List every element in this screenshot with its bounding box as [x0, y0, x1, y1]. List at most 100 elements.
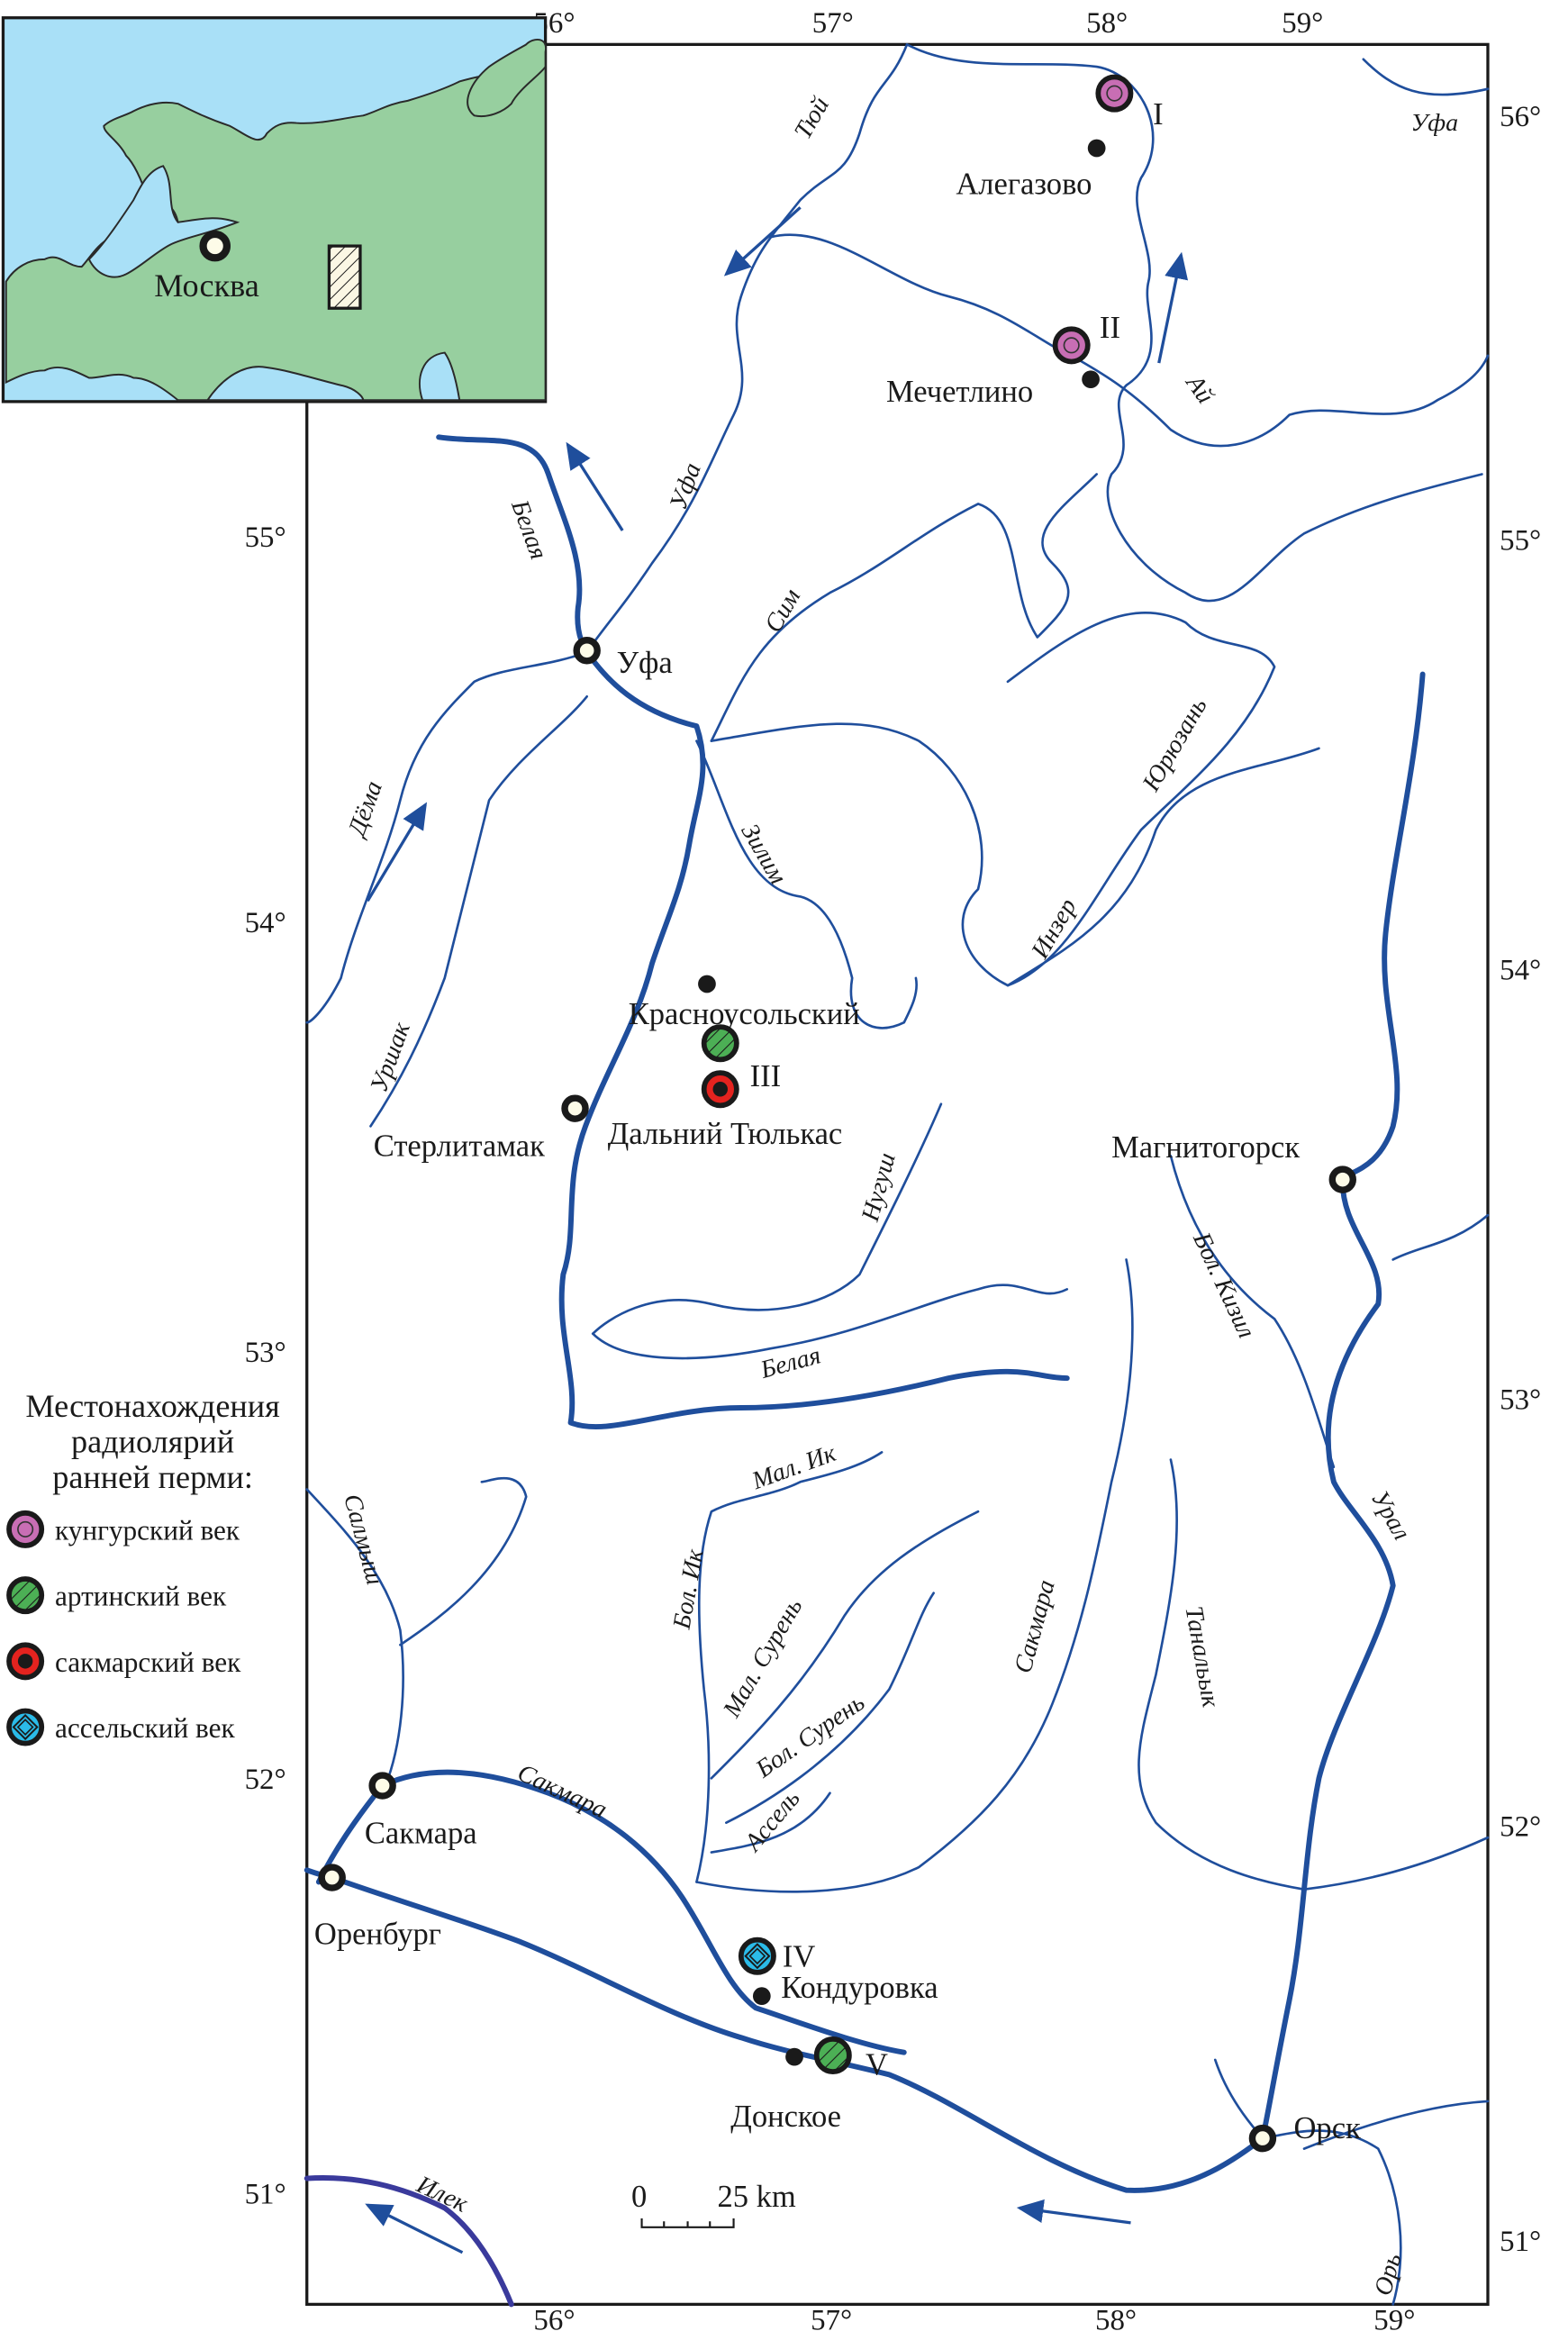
site-label-II: II [1100, 311, 1120, 345]
scale-bar: 0 25 km [631, 2180, 796, 2228]
river-dema [305, 650, 588, 1024]
village-dot-icon [785, 2047, 803, 2066]
village-dot-icon [1082, 370, 1100, 389]
river-inzer [1006, 747, 1320, 987]
river-tanalyk [1137, 1458, 1306, 1891]
legend-title: Местонахождения [25, 1388, 279, 1424]
river-assel [710, 1791, 831, 1854]
inset-baltic [87, 165, 240, 278]
city-label-orenburg: Оренбург [314, 1918, 441, 1952]
lon-label-bottom: 58° [1095, 2304, 1137, 2331]
river-label: Уфа [1410, 109, 1458, 137]
rivers [304, 43, 1490, 2308]
city-marker-icon [573, 637, 601, 665]
lat-label-right: 56° [1500, 101, 1541, 133]
legend-item-artin: артинский век [55, 1581, 227, 1612]
assel-site-marker-icon [738, 1936, 776, 1975]
sakmar-site-marker-icon [6, 1642, 45, 1681]
flow-arrow-icon [566, 441, 624, 531]
lon-label-top: 58° [1086, 7, 1128, 40]
legend: Местонахождения радиолярий ранней перми:… [6, 1388, 280, 1746]
lat-label-right: 52° [1500, 1810, 1541, 1843]
river-bol-kizil [1169, 1154, 1336, 1469]
legend-item-kungur: кунгурский век [55, 1514, 240, 1546]
river-sim [710, 473, 1098, 742]
lon-label-bottom: 56° [533, 2304, 575, 2331]
city-marker-icon [318, 1864, 346, 1891]
artin-site-marker-icon [6, 1576, 45, 1615]
sakmar-site-marker-icon [701, 1070, 739, 1109]
flow-arrows [365, 206, 1189, 2254]
river-bol-suren [725, 1592, 935, 1824]
village-dot-icon [752, 1987, 771, 2006]
city-marker-icon [1248, 2124, 1277, 2153]
moscow-marker [199, 230, 231, 262]
village-label-donskoe: Донское [730, 2100, 841, 2134]
legend-item-sakmar: сакмарский век [55, 1646, 241, 1678]
river-mal-suren [710, 1510, 980, 1780]
flow-arrow-icon [366, 802, 428, 902]
river-east-small [1302, 2100, 1490, 2150]
river-kizil-east [1391, 1213, 1490, 1261]
site-label-V: V [866, 2047, 888, 2082]
inset-map: Москва [1, 16, 548, 404]
city-label-sterlitamak: Стерлитамак [374, 1129, 545, 1163]
river-bol-ik [695, 1451, 884, 1883]
city-label-orsk: Орск [1293, 2111, 1361, 2145]
village-label-alegazovo: Алегазово [956, 168, 1092, 202]
lat-label-left: 55° [245, 522, 286, 554]
village-dot-icon [698, 975, 716, 993]
lon-label-bottom: 57° [811, 2304, 852, 2331]
river-ural-east [1302, 1836, 1490, 1891]
study-area-rect [327, 244, 362, 310]
scale-zero: 0 [631, 2180, 647, 2214]
lat-label-left: 54° [245, 907, 286, 939]
village-label-mechetlino: Мечетлино [886, 375, 1033, 409]
city-marker-icon [1328, 1166, 1356, 1193]
river-yuryuzan [710, 612, 1276, 987]
village-label-kondurovka: Кондуровка [781, 1971, 938, 2005]
scale-label: 25 km [717, 2180, 795, 2214]
inset-caspian [419, 351, 461, 402]
village-label-krasnousolsky: Красноусольский [629, 997, 860, 1031]
flow-arrow-icon [1016, 2199, 1131, 2225]
inset-city-label: Москва [154, 268, 259, 304]
lat-label-right: 53° [1500, 1384, 1541, 1417]
map-features: Уфа Стерлитамак Магнитогорск Сакмара Оренбур… [314, 74, 1361, 2153]
city-marker-icon [561, 1094, 589, 1122]
village-dot-icon [1087, 139, 1106, 158]
city-label-magnitogorsk: Магнитогорск [1111, 1130, 1300, 1165]
river-tyuy [585, 43, 909, 654]
river-sakmara-upper [695, 1258, 1134, 1893]
flow-arrow-icon [365, 2203, 464, 2254]
kungur-site-marker-icon [1052, 326, 1091, 365]
flow-arrow-icon [723, 206, 802, 277]
legend-title: ранней перми: [52, 1459, 253, 1495]
river-ural [304, 671, 1426, 2193]
lat-label-right: 51° [1500, 2226, 1541, 2258]
legend-title: радиолярий [71, 1423, 234, 1459]
artin-site-marker-icon [701, 1024, 739, 1063]
river-ay [769, 233, 1490, 448]
lat-label-left: 53° [245, 1337, 286, 1369]
river-urshak [369, 694, 588, 1128]
lat-label-right: 54° [1500, 955, 1541, 987]
river-ufa-ne [1362, 58, 1490, 96]
site-label-I: I [1153, 97, 1164, 132]
village-label-dalny: Дальний Тюлькас [608, 1117, 843, 1151]
inset-black-sea [205, 366, 365, 402]
inset-novaya-zemlya [467, 39, 547, 118]
site-label-III: III [750, 1059, 782, 1093]
artin-site-marker-icon [813, 2036, 852, 2074]
lat-label-right: 55° [1500, 524, 1541, 557]
river-salmysh [305, 1476, 528, 1787]
city-marker-icon [368, 1772, 396, 1800]
flow-arrow-icon [1157, 251, 1189, 364]
assel-site-marker-icon [6, 1708, 45, 1746]
lon-label-bottom: 59° [1373, 2304, 1415, 2331]
kungur-site-marker-icon [1095, 74, 1134, 113]
lon-label-top: 59° [1282, 7, 1323, 40]
river-belaya-lower-trib [591, 1283, 1069, 1360]
river-belaya [436, 434, 1070, 1430]
